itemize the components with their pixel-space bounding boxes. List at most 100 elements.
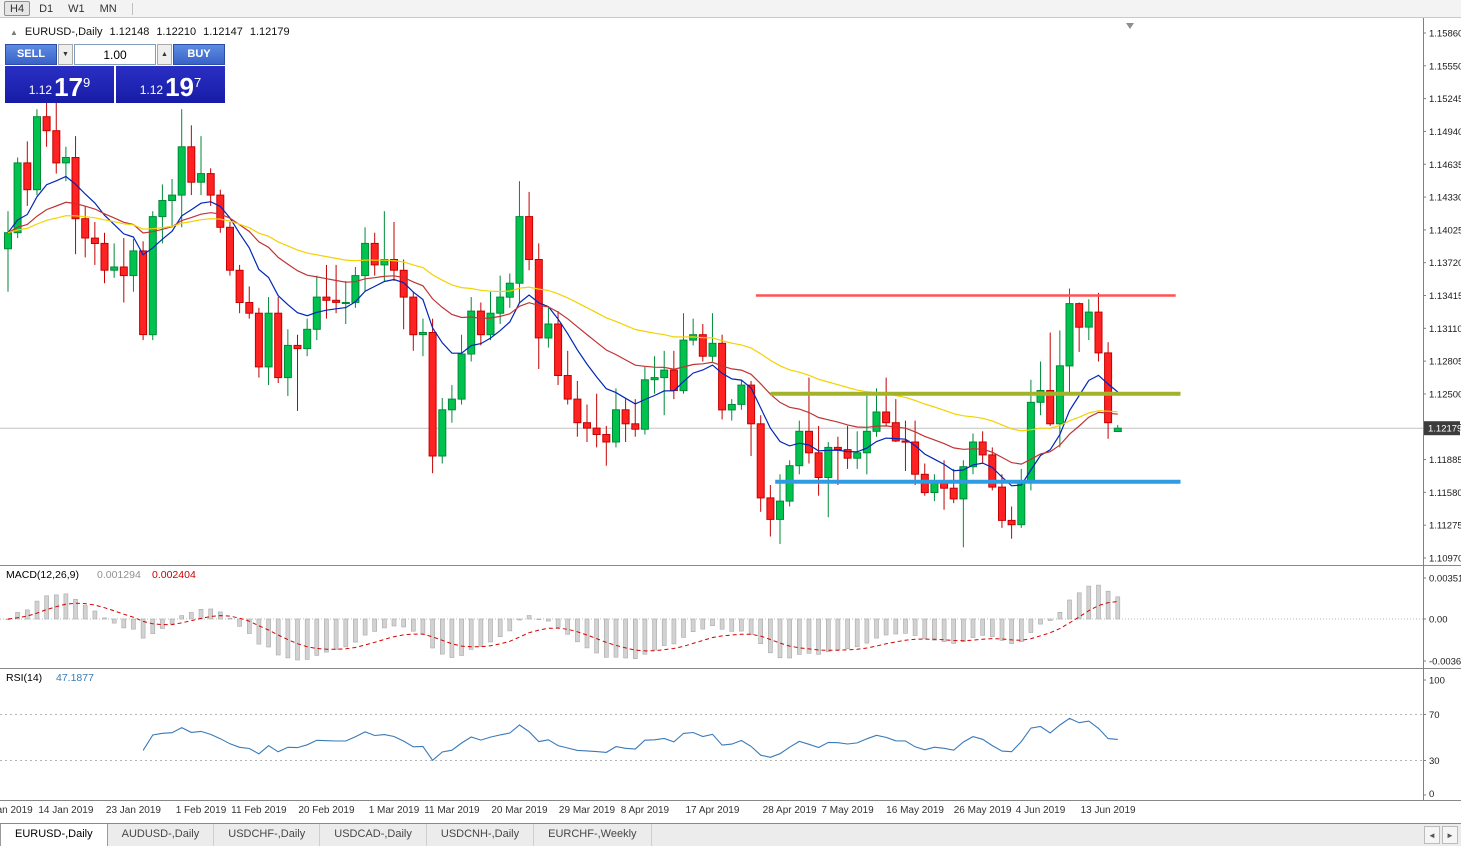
buy-price-prefix: 1.12	[139, 83, 164, 97]
candle-body	[612, 409, 620, 443]
date-tick-label: 29 Mar 2019	[558, 805, 616, 816]
main-price-chart[interactable]: 1.15860 1.15550 1.15245 1.14940 1.14635 1.143…	[0, 18, 1461, 565]
rsi-value: 47.1877	[56, 672, 94, 684]
candle-body	[631, 423, 640, 430]
candle-body	[197, 173, 205, 183]
timeframe-button-w1[interactable]: W1	[68, 3, 85, 15]
candle-body	[486, 312, 495, 336]
candle-body	[235, 269, 244, 304]
macd-axis-label: 0.003518	[1429, 574, 1461, 585]
candle-body	[61, 157, 70, 164]
chart-shift-marker-icon[interactable]	[1126, 23, 1134, 29]
candle-body	[708, 342, 717, 357]
ohlc-open-value: 1.12148	[109, 26, 150, 38]
candle-body	[969, 441, 977, 468]
macd-indicator-panel[interactable]: 0.003518 0.00 -0.00367 MACD(12,26,9) 0.00129…	[0, 565, 1461, 668]
candle-body	[187, 146, 196, 183]
candle-body	[216, 194, 225, 228]
candle-body	[737, 384, 746, 405]
lot-size-input[interactable]	[74, 44, 156, 65]
candle-body	[33, 116, 41, 191]
date-tick-label: 1 Mar 2019	[368, 805, 420, 816]
candle-body	[1113, 427, 1122, 433]
rsi-axis-label: 70	[1429, 710, 1440, 721]
candle-body	[640, 379, 649, 430]
tab-eurchf-weekly[interactable]: EURCHF-,Weekly	[534, 824, 652, 846]
candle-body	[949, 487, 958, 500]
price-axis-label: 1.12805	[1429, 357, 1461, 368]
rsi-indicator-panel[interactable]: 100 70 30 0 RSI(14) 47.1877	[0, 668, 1461, 800]
candle-body	[833, 446, 842, 450]
candle-body	[370, 242, 379, 266]
one-click-collapse-icon[interactable]: ▲	[10, 27, 18, 37]
candle-body	[139, 250, 148, 336]
price-axis-label: 1.15550	[1429, 61, 1461, 72]
candle-body	[476, 310, 485, 336]
candle-body	[119, 266, 128, 277]
timeframe-button-mn[interactable]: MN	[99, 3, 117, 15]
candle-body	[602, 434, 611, 443]
price-axis-label: 1.13110	[1429, 324, 1461, 335]
candle-body	[341, 302, 350, 304]
candle-body	[669, 369, 678, 392]
macd-histogram	[5, 584, 1121, 661]
candle-body	[129, 250, 138, 277]
sell-button[interactable]: SELL	[5, 44, 57, 65]
current-price-badge-text: 1.12179	[1428, 424, 1461, 435]
rsi-axis-label: 100	[1429, 676, 1445, 687]
candle-body	[168, 194, 177, 202]
lot-increment-icon[interactable]: ▲	[157, 44, 172, 65]
lot-decrement-icon[interactable]: ▼	[58, 44, 73, 65]
candle-body	[843, 449, 852, 459]
tab-eurusd-daily[interactable]: EURUSD-,Daily	[0, 824, 108, 846]
tab-scroll-right-icon[interactable]: ►	[1442, 826, 1458, 844]
candle-body	[853, 452, 862, 459]
time-axis[interactable]: 4 Jan 2019 14 Jan 2019 23 Jan 2019 1 Feb 20…	[0, 800, 1461, 823]
candle-body	[621, 409, 630, 425]
ohlc-low-value: 1.12147	[203, 26, 243, 38]
date-tick-label: 11 Feb 2019	[231, 805, 287, 816]
buy-price-panel[interactable]: 1.12 19 7	[116, 66, 225, 103]
price-axis-label: 1.14025	[1429, 225, 1461, 236]
candle-body	[293, 344, 302, 350]
macd-signal-line	[7, 601, 1118, 652]
tab-usdcad-daily[interactable]: USDCAD-,Daily	[320, 824, 427, 846]
tab-scroll-left-icon[interactable]: ◄	[1424, 826, 1440, 844]
timeframe-button-d1[interactable]: D1	[39, 3, 54, 15]
date-tick-label: 28 Apr 2019	[762, 805, 817, 816]
chart-window[interactable]: 1.15860 1.15550 1.15245 1.14940 1.14635 1.143…	[0, 18, 1461, 823]
price-axis-label: 1.14940	[1429, 127, 1461, 138]
candle-body	[322, 296, 331, 301]
date-tick-label: 14 Jan 2019	[38, 805, 94, 816]
candle-body	[52, 130, 61, 164]
timeframe-button-h4[interactable]: H4	[4, 1, 31, 16]
candle-body	[457, 353, 466, 400]
candle-body	[1007, 519, 1016, 526]
candle-body	[90, 237, 99, 245]
candle-body	[226, 226, 234, 271]
chart-tab-bar: EURUSD-,Daily AUDUSD-,Daily USDCHF-,Daily U…	[0, 823, 1461, 846]
candles-layer	[4, 91, 1122, 548]
candle-body	[824, 446, 833, 478]
ohlc-close-value: 1.12179	[249, 26, 290, 38]
tab-usdcnh-daily[interactable]: USDCNH-,Daily	[427, 824, 535, 846]
candle-body	[679, 339, 688, 392]
candle-body	[891, 422, 900, 442]
candle-body	[650, 377, 659, 381]
tab-audusd-daily[interactable]: AUDUSD-,Daily	[108, 824, 215, 846]
tab-usdchf-daily[interactable]: USDCHF-,Daily	[214, 824, 321, 846]
moving-average-25	[7, 201, 1118, 465]
candle-body	[592, 427, 601, 436]
candle-body	[515, 216, 524, 284]
buy-button[interactable]: BUY	[173, 44, 225, 65]
price-axis-label: 1.13720	[1429, 258, 1461, 269]
price-axis-label: 1.15245	[1429, 94, 1461, 105]
candle-body	[718, 342, 727, 411]
sell-price-panel[interactable]: 1.12 17 9	[5, 66, 114, 103]
candle-body	[1036, 390, 1045, 403]
date-tick-label: 13 Jun 2019	[1080, 805, 1136, 816]
candle-body	[776, 500, 784, 520]
candle-body	[274, 312, 283, 379]
candle-body	[554, 323, 563, 376]
